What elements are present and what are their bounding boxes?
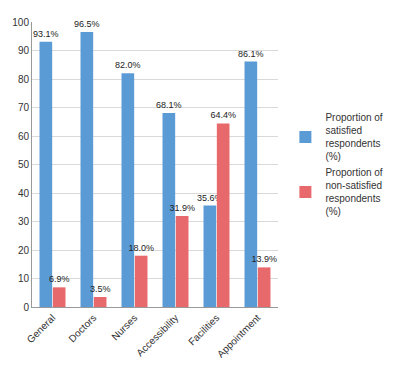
svg-text:6.9%: 6.9% (49, 274, 70, 284)
svg-text:80: 80 (18, 74, 30, 85)
svg-text:10: 10 (18, 273, 30, 284)
svg-text:31.9%: 31.9% (169, 203, 195, 213)
svg-text:82.0%: 82.0% (115, 60, 141, 70)
svg-text:General: General (25, 312, 58, 345)
svg-text:Facilities: Facilities (186, 312, 221, 347)
svg-text:68.1%: 68.1% (156, 100, 182, 110)
svg-text:18.0%: 18.0% (128, 243, 154, 253)
svg-text:0: 0 (23, 302, 29, 313)
svg-text:93.1%: 93.1% (33, 29, 59, 39)
svg-text:20: 20 (18, 245, 30, 256)
svg-text:30: 30 (18, 216, 30, 227)
svg-text:35.6%: 35.6% (197, 193, 223, 203)
svg-text:40: 40 (18, 188, 30, 199)
svg-text:Proportion ofnon-satisfiedresp: Proportion ofnon-satisfiedrespondents(%) (325, 167, 382, 217)
svg-text:Accessibility: Accessibility (134, 312, 180, 358)
svg-text:Nurses: Nurses (109, 312, 139, 342)
svg-text:3.5%: 3.5% (90, 284, 111, 294)
svg-text:60: 60 (18, 131, 30, 142)
svg-text:90: 90 (18, 45, 30, 56)
svg-text:70: 70 (18, 102, 30, 113)
svg-text:13.9%: 13.9% (251, 254, 277, 264)
svg-text:Appointment: Appointment (215, 312, 263, 360)
svg-text:96.5%: 96.5% (74, 19, 100, 29)
svg-text:Doctors: Doctors (66, 312, 98, 344)
svg-text:64.4%: 64.4% (210, 110, 236, 120)
svg-text:100: 100 (12, 17, 29, 28)
svg-text:50: 50 (18, 159, 30, 170)
svg-text:Proportion ofsatisfiedresponde: Proportion ofsatisfiedrespondents(%) (325, 112, 382, 162)
svg-text:86.1%: 86.1% (238, 49, 264, 59)
